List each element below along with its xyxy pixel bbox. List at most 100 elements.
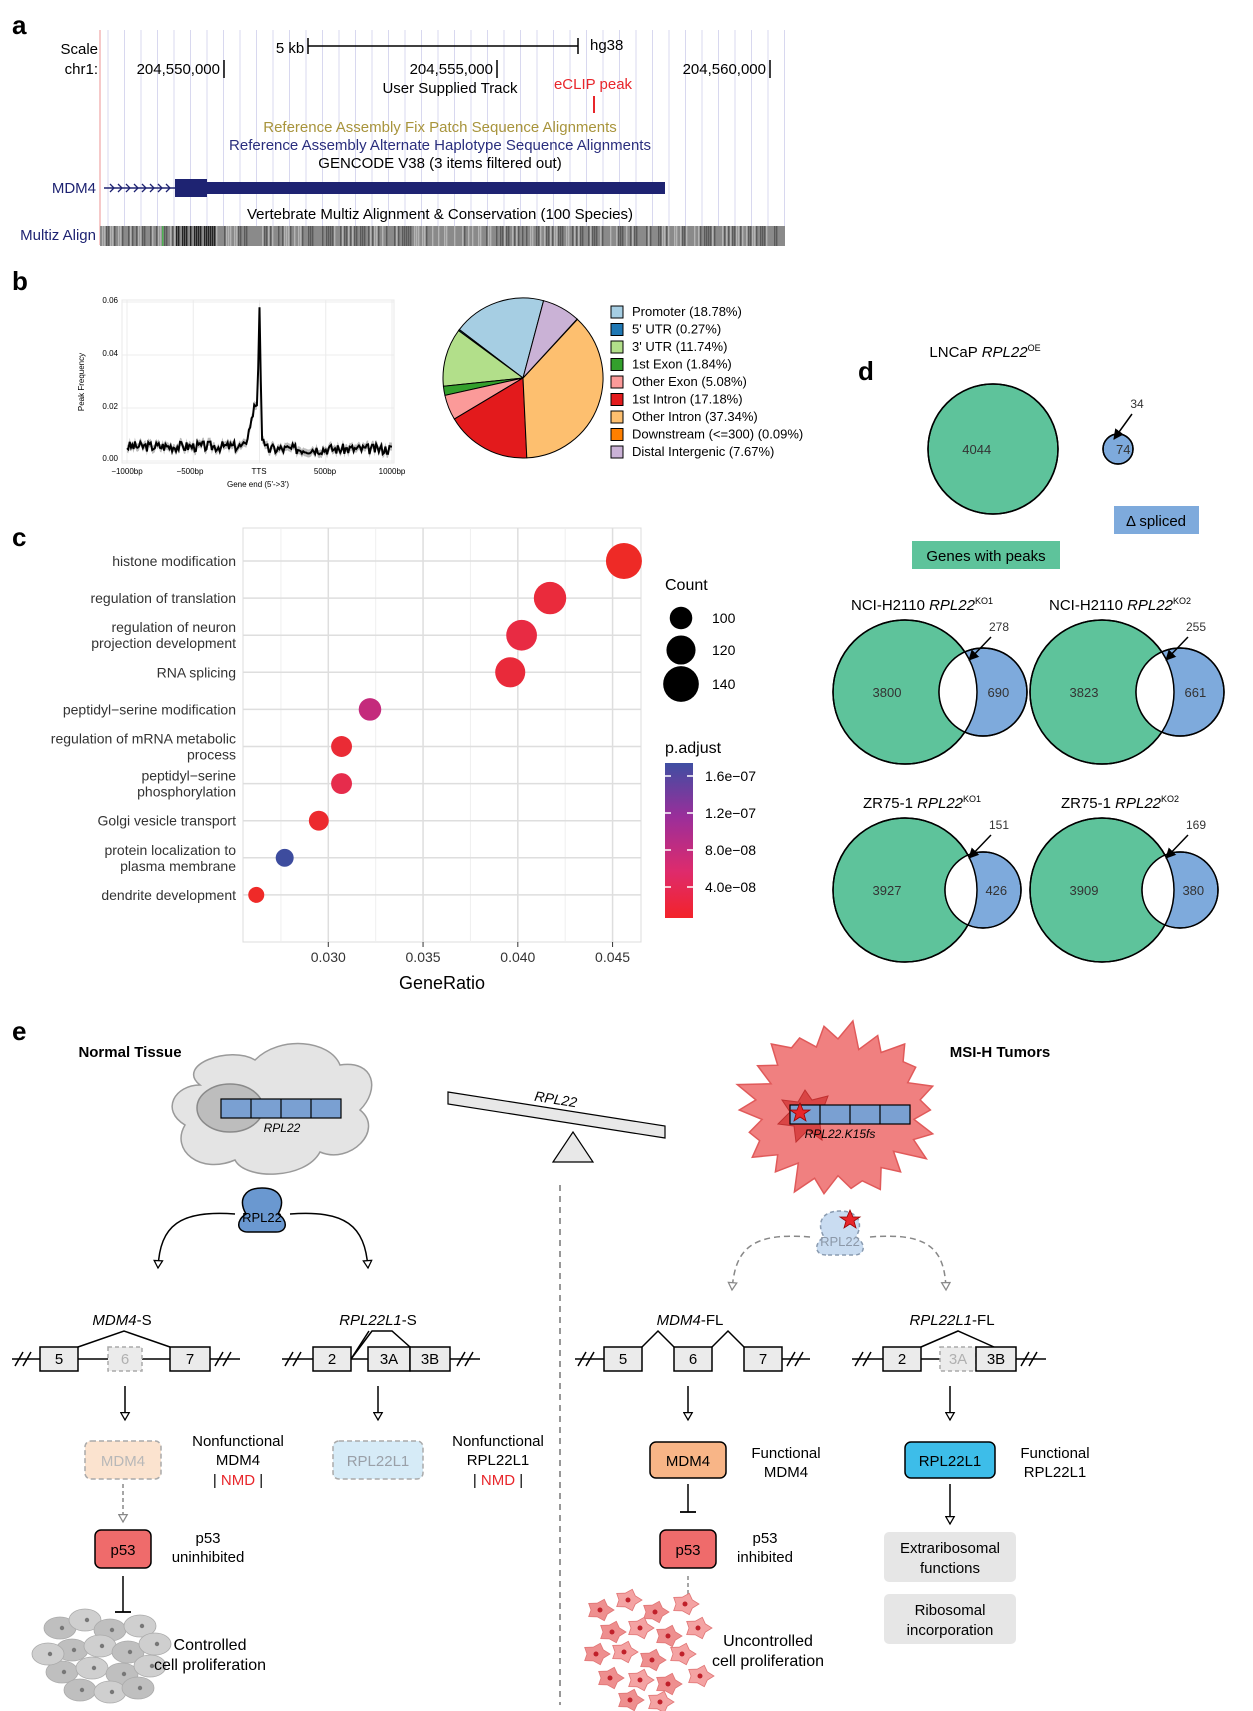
dotplot-points	[248, 543, 642, 903]
conservation-stripe	[438, 226, 440, 246]
venn-main: 4044 74	[927, 383, 1134, 515]
conservation-stripe	[590, 226, 592, 246]
splice-junction	[350, 1330, 370, 1360]
conservation-stripe	[352, 226, 354, 246]
conservation-stripe	[704, 226, 706, 246]
p53-right-text-2: inhibited	[737, 1549, 793, 1566]
venn-peaks-outline	[927, 383, 1059, 515]
venn-overlap-count: 278	[989, 620, 1009, 634]
conservation-stripe	[532, 226, 534, 246]
p53-box-right-label: p53	[675, 1542, 700, 1559]
grey-cell-nucleus	[137, 1685, 143, 1691]
nonfunctional-rpl22l1-box-label: RPL22L1	[347, 1453, 410, 1470]
panel-label-c: c	[12, 522, 26, 552]
panel-label-e: e	[12, 1016, 26, 1046]
conservation-stripe	[596, 226, 598, 246]
conservation-stripe	[762, 226, 764, 246]
pie-legend-swatch	[610, 323, 624, 336]
conservation-stripe	[486, 226, 488, 246]
conservation-stripe	[130, 226, 132, 246]
conservation-stripe	[580, 226, 582, 246]
conservation-stripe	[308, 226, 310, 246]
red-cell-nucleus	[607, 1675, 613, 1681]
conservation-stripe	[626, 226, 628, 246]
conservation-stripe	[508, 226, 510, 246]
mdm4-strand-chevrons	[109, 183, 171, 193]
dotplot-point	[275, 848, 294, 867]
conservation-stripe	[310, 226, 312, 246]
conservation-stripe	[182, 226, 184, 246]
peak-density-plot: 0.06 0.04 0.02 0.00 Peak Frequency −1000…	[77, 296, 406, 489]
padjust-color-legend: p.adjust 1.6e−07 1.2e−07 8.0e−08 4.0e−08	[665, 740, 756, 918]
nonfunctional-rpl22l1-text-2: RPL22L1	[467, 1452, 530, 1469]
venn-overlap-count: 34	[1130, 397, 1144, 411]
conservation-stripe	[660, 226, 662, 246]
ribosomal-text-1: Ribosomal	[915, 1602, 986, 1619]
conservation-stripe	[164, 226, 166, 246]
pie-slice-8	[522, 300, 578, 379]
conservation-stripe	[426, 226, 428, 246]
genomic-annotation-pie	[442, 297, 604, 459]
frameshift-star-icon	[788, 1101, 812, 1122]
exon-box	[673, 1346, 713, 1372]
dotplot-xtick-label: 0.040	[500, 949, 535, 965]
conservation-stripe	[150, 226, 152, 246]
conservation-stripe	[684, 226, 686, 246]
break-mark	[1028, 1351, 1038, 1367]
dotplot-category-label: peptidyl−serine	[141, 768, 236, 784]
conservation-stripe	[236, 226, 238, 246]
conservation-stripe	[500, 226, 502, 246]
pie-legend-swatch	[610, 340, 624, 354]
normal-gene-label: RPL22	[264, 1121, 301, 1135]
count-legend-label: 140	[712, 676, 736, 692]
functional-rpl22l1-text-2: RPL22L1	[1024, 1464, 1087, 1481]
conservation-stripe	[578, 226, 580, 246]
fix-patch-track-label: Reference Assembly Fix Patch Sequence Al…	[263, 119, 617, 136]
conservation-stripe	[568, 226, 570, 246]
coord-3: 204,560,000	[683, 61, 766, 78]
dotplot-point	[533, 581, 567, 615]
conservation-stripe	[646, 226, 648, 246]
density-xtick-2: −500bp	[177, 467, 204, 476]
conservation-stripe	[270, 226, 272, 246]
venn-left-count: 4044	[962, 442, 991, 457]
conservation-stripe	[194, 226, 196, 246]
dotplot-category-label: regulation of mRNA metabolic	[51, 731, 236, 747]
functional-rpl22l1-box-label: RPL22L1	[919, 1453, 982, 1470]
p53-box-left	[94, 1529, 152, 1569]
density-xtick-5: 1000bp	[379, 467, 406, 476]
conservation-stripe	[424, 226, 426, 246]
ribosomal-text-2: incorporation	[907, 1622, 994, 1639]
venn-0: 3800 690	[832, 619, 1028, 765]
dotplot-xtick-label: 0.030	[311, 949, 346, 965]
nonfunctional-mdm4-box-label: MDM4	[101, 1453, 145, 1470]
seesaw-beam	[447, 1091, 666, 1139]
conservation-stripe	[122, 226, 124, 246]
conservation-stripe	[138, 226, 140, 246]
pie-legend-swatch	[610, 445, 624, 459]
exon-label: 3B	[987, 1351, 1005, 1368]
exon-label: 3A	[949, 1351, 967, 1368]
p53-box-right	[659, 1529, 717, 1569]
conservation-stripe	[574, 226, 576, 246]
density-xlabel: Gene end (5'->3')	[227, 480, 289, 489]
padjust-legend-title: p.adjust	[665, 740, 722, 757]
conservation-stripe	[618, 226, 620, 246]
dotplot-point	[248, 886, 265, 903]
conservation-stripe	[752, 226, 754, 246]
conservation-stripe	[112, 226, 114, 246]
venn-left-count: 3909	[1070, 883, 1099, 898]
conservation-stripe	[710, 226, 712, 246]
conservation-stripe	[272, 226, 274, 246]
conservation-stripe	[364, 226, 366, 246]
dotplot-area	[242, 527, 642, 943]
conservation-stripe	[406, 226, 408, 246]
genome-browser-panel: Scale chr1: 5 kb hg38 204,550,000 204,55…	[20, 30, 785, 246]
alt-haplotype-track-label: Reference Assembly Alternate Haplotype S…	[229, 137, 651, 154]
mdm4-exon-block	[207, 182, 665, 194]
conservation-stripe	[730, 226, 732, 246]
conservation-stripe	[282, 226, 284, 246]
conservation-stripe	[662, 226, 664, 246]
conservation-stripe	[552, 226, 554, 246]
